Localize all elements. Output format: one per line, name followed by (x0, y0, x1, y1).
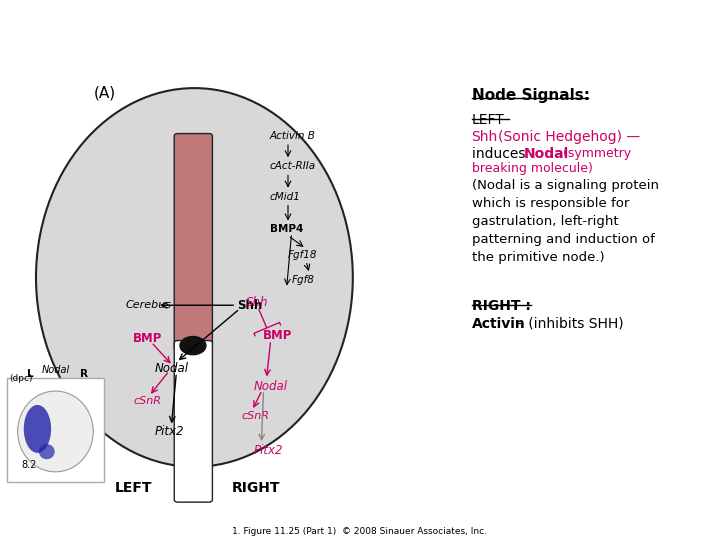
Text: Shh: Shh (472, 130, 498, 144)
FancyBboxPatch shape (174, 341, 212, 502)
Text: Activin: Activin (472, 317, 526, 331)
FancyBboxPatch shape (174, 133, 212, 350)
Text: Node Signals:: Node Signals: (472, 88, 590, 103)
Text: Pitx2: Pitx2 (253, 444, 283, 457)
Text: Nodal: Nodal (253, 380, 287, 393)
FancyBboxPatch shape (7, 379, 104, 482)
Text: BMP: BMP (263, 329, 292, 342)
Text: L: L (27, 369, 34, 380)
Text: RIGHT: RIGHT (231, 481, 280, 495)
Text: LEFT: LEFT (114, 481, 152, 495)
Text: BMP: BMP (133, 332, 163, 345)
Ellipse shape (24, 405, 51, 453)
Circle shape (180, 336, 206, 355)
Text: 8.2: 8.2 (22, 460, 37, 470)
Text: cSnR: cSnR (241, 411, 269, 421)
Text: Shh: Shh (246, 296, 269, 309)
Ellipse shape (39, 444, 55, 459)
Text: RIGHT :: RIGHT : (472, 299, 531, 313)
Text: R: R (80, 369, 88, 380)
Text: Fgf8: Fgf8 (292, 275, 315, 285)
Text: Fgf18: Fgf18 (288, 249, 318, 260)
Text: Nodal: Nodal (155, 362, 189, 375)
Text: (symmetry: (symmetry (559, 147, 631, 160)
Text: Nodal: Nodal (41, 365, 70, 375)
Text: 1. Figure 11.25 (Part 1)  © 2008 Sinauer Associates, Inc.: 1. Figure 11.25 (Part 1) © 2008 Sinauer … (233, 527, 487, 536)
Text: BMP4: BMP4 (270, 225, 303, 234)
Text: (A): (A) (94, 85, 116, 100)
Text: breaking molecule): breaking molecule) (472, 163, 593, 176)
Ellipse shape (17, 391, 94, 472)
Text: – (inhibits SHH): – (inhibits SHH) (517, 317, 624, 331)
Text: Activin B: Activin B (270, 131, 316, 141)
Text: cMid1: cMid1 (270, 192, 301, 201)
Text: cAct-RIIa: cAct-RIIa (270, 161, 316, 171)
Text: (dpc): (dpc) (9, 374, 33, 383)
Text: LEFT: LEFT (472, 113, 504, 127)
Text: Cerebus: Cerebus (126, 300, 172, 310)
Text: (Sonic Hedgehog) —: (Sonic Hedgehog) — (498, 130, 640, 144)
Text: Nodal: Nodal (523, 147, 569, 161)
Text: Molecular pathway for left-right asymmetry in the embryo: Molecular pathway for left-right asymmet… (7, 10, 533, 28)
Ellipse shape (36, 88, 353, 467)
Text: Pitx2: Pitx2 (155, 425, 184, 438)
Text: (Nodal is a signaling protein
which is responsible for
gastrulation, left-right
: (Nodal is a signaling protein which is r… (472, 179, 659, 264)
Text: cSnR: cSnR (133, 396, 161, 406)
Text: Shh: Shh (238, 299, 263, 312)
Text: induces: induces (472, 147, 529, 161)
